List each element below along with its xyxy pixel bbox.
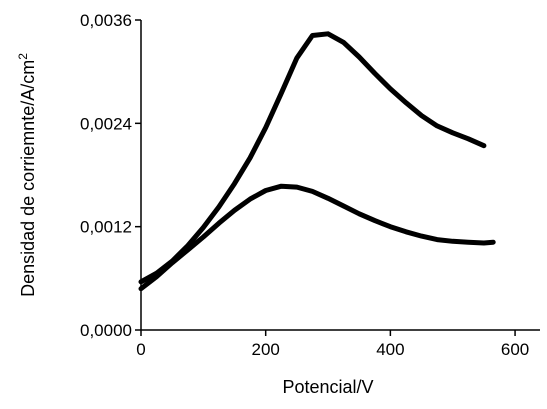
- y-tick-label: 0,0000: [80, 321, 132, 340]
- y-tick-label: 0,0036: [80, 11, 132, 30]
- plot-area: [138, 31, 496, 292]
- y-axis-title: Densidad de corriemnte/A/cm2: [16, 53, 38, 297]
- series-line-2: [138, 183, 496, 292]
- y-axis: 0,0000 0,0012 0,0024 0,0036: [80, 11, 142, 340]
- y-axis-title-text: Densidad de corriemnte/A/cm: [18, 60, 38, 297]
- x-tick-label: 0: [136, 340, 145, 359]
- y-tick-label: 0,0024: [80, 114, 132, 133]
- x-tick-label: 600: [501, 340, 529, 359]
- y-tick-label: 0,0012: [80, 218, 132, 237]
- x-axis: 0 200 400 600: [136, 329, 540, 359]
- x-tick-label: 400: [376, 340, 404, 359]
- x-tick-label: 200: [252, 340, 280, 359]
- x-axis-title: Potencial/V: [282, 377, 373, 397]
- series-line-1: [138, 31, 487, 285]
- y-axis-title-superscript: 2: [16, 53, 30, 60]
